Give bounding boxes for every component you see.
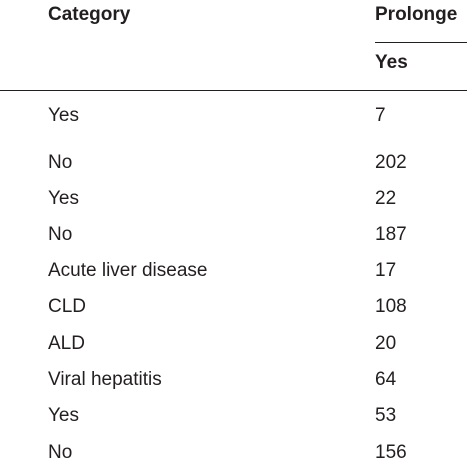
table-cell: Yes (48, 105, 79, 126)
table-cell: No (48, 152, 73, 173)
table-cell: 17 (375, 260, 397, 281)
table-cell: 22 (375, 188, 397, 209)
table-cell: 53 (375, 405, 397, 426)
table-cell: No (48, 224, 73, 245)
table-cell: 64 (375, 369, 397, 390)
table-cell: Yes (48, 188, 79, 209)
table-cell: Acute liver disease (48, 260, 208, 281)
subheader-cell: Yes (375, 52, 408, 73)
table-cell: Yes (48, 405, 79, 426)
table-cell: 108 (375, 296, 407, 317)
table-cell: Viral hepatitis (48, 369, 162, 390)
table-cell: 7 (375, 105, 386, 126)
header-rule (375, 42, 467, 43)
table-cell: 202 (375, 152, 407, 173)
header-cell: Category (48, 4, 131, 25)
table-cell: 156 (375, 442, 407, 463)
table-rule (0, 90, 467, 91)
table-cell: CLD (48, 296, 87, 317)
header-cell: Prolonge (375, 4, 458, 25)
table-cell: 187 (375, 224, 407, 245)
table-cell: 20 (375, 333, 397, 354)
table-cell: No (48, 442, 73, 463)
table-cell: ALD (48, 333, 85, 354)
